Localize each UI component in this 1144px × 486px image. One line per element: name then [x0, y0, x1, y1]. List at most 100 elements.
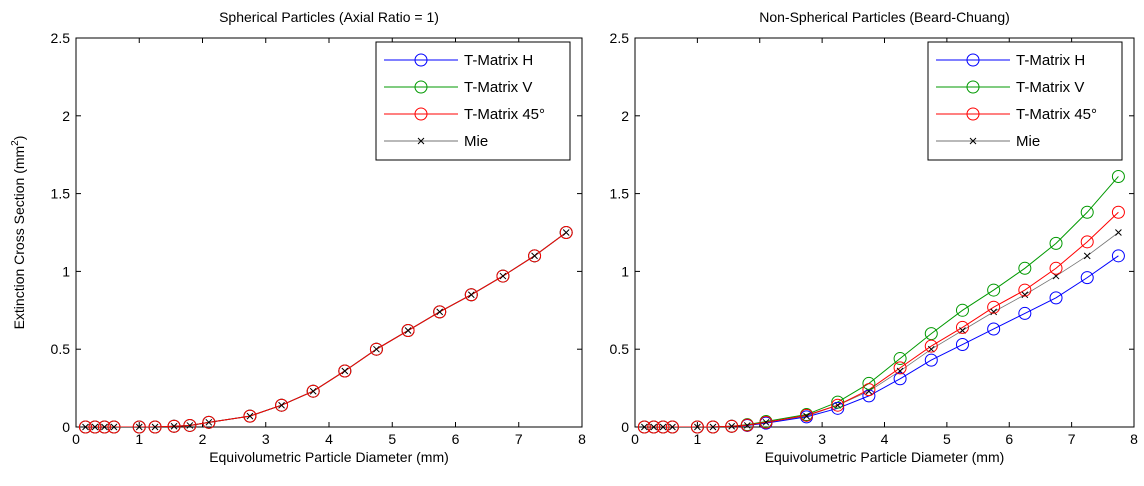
data-point [243, 409, 257, 423]
x-tick-label: 7 [515, 431, 523, 447]
legend-label: T-Matrix 45° [1016, 106, 1097, 123]
legend: T-Matrix H T-Matrix V T-Matrix 45° Mie [927, 41, 1123, 161]
y-axis-label-close: ) [11, 136, 27, 141]
y-tick-label: 0.5 [51, 341, 71, 357]
data-point [528, 249, 542, 263]
y-axis-label-text: Extinction Cross Section (mm [11, 146, 27, 330]
data-point [1049, 236, 1063, 250]
data-point [467, 291, 475, 299]
data-point [306, 384, 320, 398]
data-point [709, 423, 717, 431]
y-tick-label: 1 [62, 263, 70, 279]
y-axis-label-superscript: 2 [10, 140, 21, 146]
data-point [341, 367, 349, 375]
legend-box [375, 41, 571, 161]
data-point [893, 361, 907, 375]
data-point [338, 364, 352, 378]
data-point [531, 252, 538, 260]
data-point [101, 423, 108, 431]
legend: T-Matrix H T-Matrix V T-Matrix 45° Mie [375, 41, 571, 161]
data-point [831, 398, 845, 412]
data-point [647, 420, 661, 434]
data-point [202, 415, 216, 429]
legend-marker [417, 137, 425, 145]
data-point [955, 338, 969, 352]
legend-label: T-Matrix H [464, 52, 533, 69]
data-point [800, 408, 814, 422]
legend-label: T-Matrix H [1016, 52, 1085, 69]
x-tick-label: 8 [578, 431, 586, 447]
data-point [1049, 291, 1063, 305]
data-point [656, 420, 670, 434]
legend-entry: T-Matrix H [384, 52, 533, 69]
data-point [725, 419, 739, 433]
data-point [1111, 169, 1125, 183]
legend-marker [414, 80, 428, 94]
data-point [1080, 235, 1094, 249]
data-point [1021, 291, 1029, 299]
y-tick-label: 2.5 [610, 30, 630, 46]
data-point [559, 226, 573, 239]
legend-label: Mie [464, 133, 488, 150]
data-point [401, 324, 415, 338]
chart-title: Non-Spherical Particles (Beard-Chuang) [759, 9, 1010, 25]
x-tick-label: 4 [325, 431, 333, 447]
data-point [637, 420, 651, 434]
x-tick-label: 3 [818, 431, 826, 447]
data-point [278, 401, 285, 409]
legend-entry: Mie [384, 133, 488, 150]
data-point [669, 423, 676, 431]
data-point [665, 420, 679, 434]
data-point [893, 372, 907, 386]
data-point [641, 423, 648, 431]
legend-entry: T-Matrix 45° [384, 106, 545, 123]
y-tick-label: 1 [621, 263, 629, 279]
x-tick-label: 4 [881, 431, 889, 447]
data-point [1080, 271, 1094, 285]
x-axis-label: Equivolumetric Particle Diameter (mm) [209, 449, 449, 465]
data-point [464, 288, 478, 302]
data-point [803, 412, 810, 420]
legend-entry: T-Matrix V [936, 79, 1084, 96]
data-point [369, 342, 383, 356]
data-point [927, 345, 935, 353]
x-tick-label: 2 [756, 431, 764, 447]
data-point [404, 327, 412, 334]
data-point [562, 229, 570, 236]
y-tick-label: 0.5 [610, 341, 630, 357]
y-axis-label: Extinction Cross Section (mm2) [10, 136, 27, 330]
data-point [148, 420, 162, 434]
x-tick-label: 5 [388, 431, 396, 447]
x-tick-label: 8 [1130, 431, 1138, 447]
x-tick-label: 5 [943, 431, 951, 447]
data-point [436, 308, 444, 316]
data-point [78, 420, 92, 434]
data-point [110, 423, 118, 431]
data-point [135, 423, 143, 431]
x-tick-label: 6 [1005, 431, 1013, 447]
data-point [1111, 205, 1125, 219]
data-point [496, 269, 510, 283]
y-tick-label: 2 [62, 108, 70, 124]
x-tick-label: 0 [72, 431, 80, 447]
x-tick-label: 1 [693, 431, 701, 447]
legend-entry: Mie [936, 133, 1040, 150]
x-tick-label: 2 [199, 431, 207, 447]
data-point [650, 423, 658, 431]
data-point [831, 401, 845, 415]
legend-entry: T-Matrix V [384, 79, 532, 96]
legend-marker [966, 80, 980, 94]
data-point [1049, 261, 1063, 275]
y-tick-label: 2.5 [51, 30, 71, 46]
data-point [893, 352, 907, 366]
data-point [433, 305, 447, 319]
data-point [706, 420, 720, 434]
data-point [740, 418, 754, 432]
data-point [186, 422, 194, 429]
data-point [728, 422, 736, 430]
data-point [205, 418, 213, 426]
data-point [694, 423, 701, 431]
y-tick-label: 2 [621, 108, 629, 124]
data-point [659, 423, 667, 431]
